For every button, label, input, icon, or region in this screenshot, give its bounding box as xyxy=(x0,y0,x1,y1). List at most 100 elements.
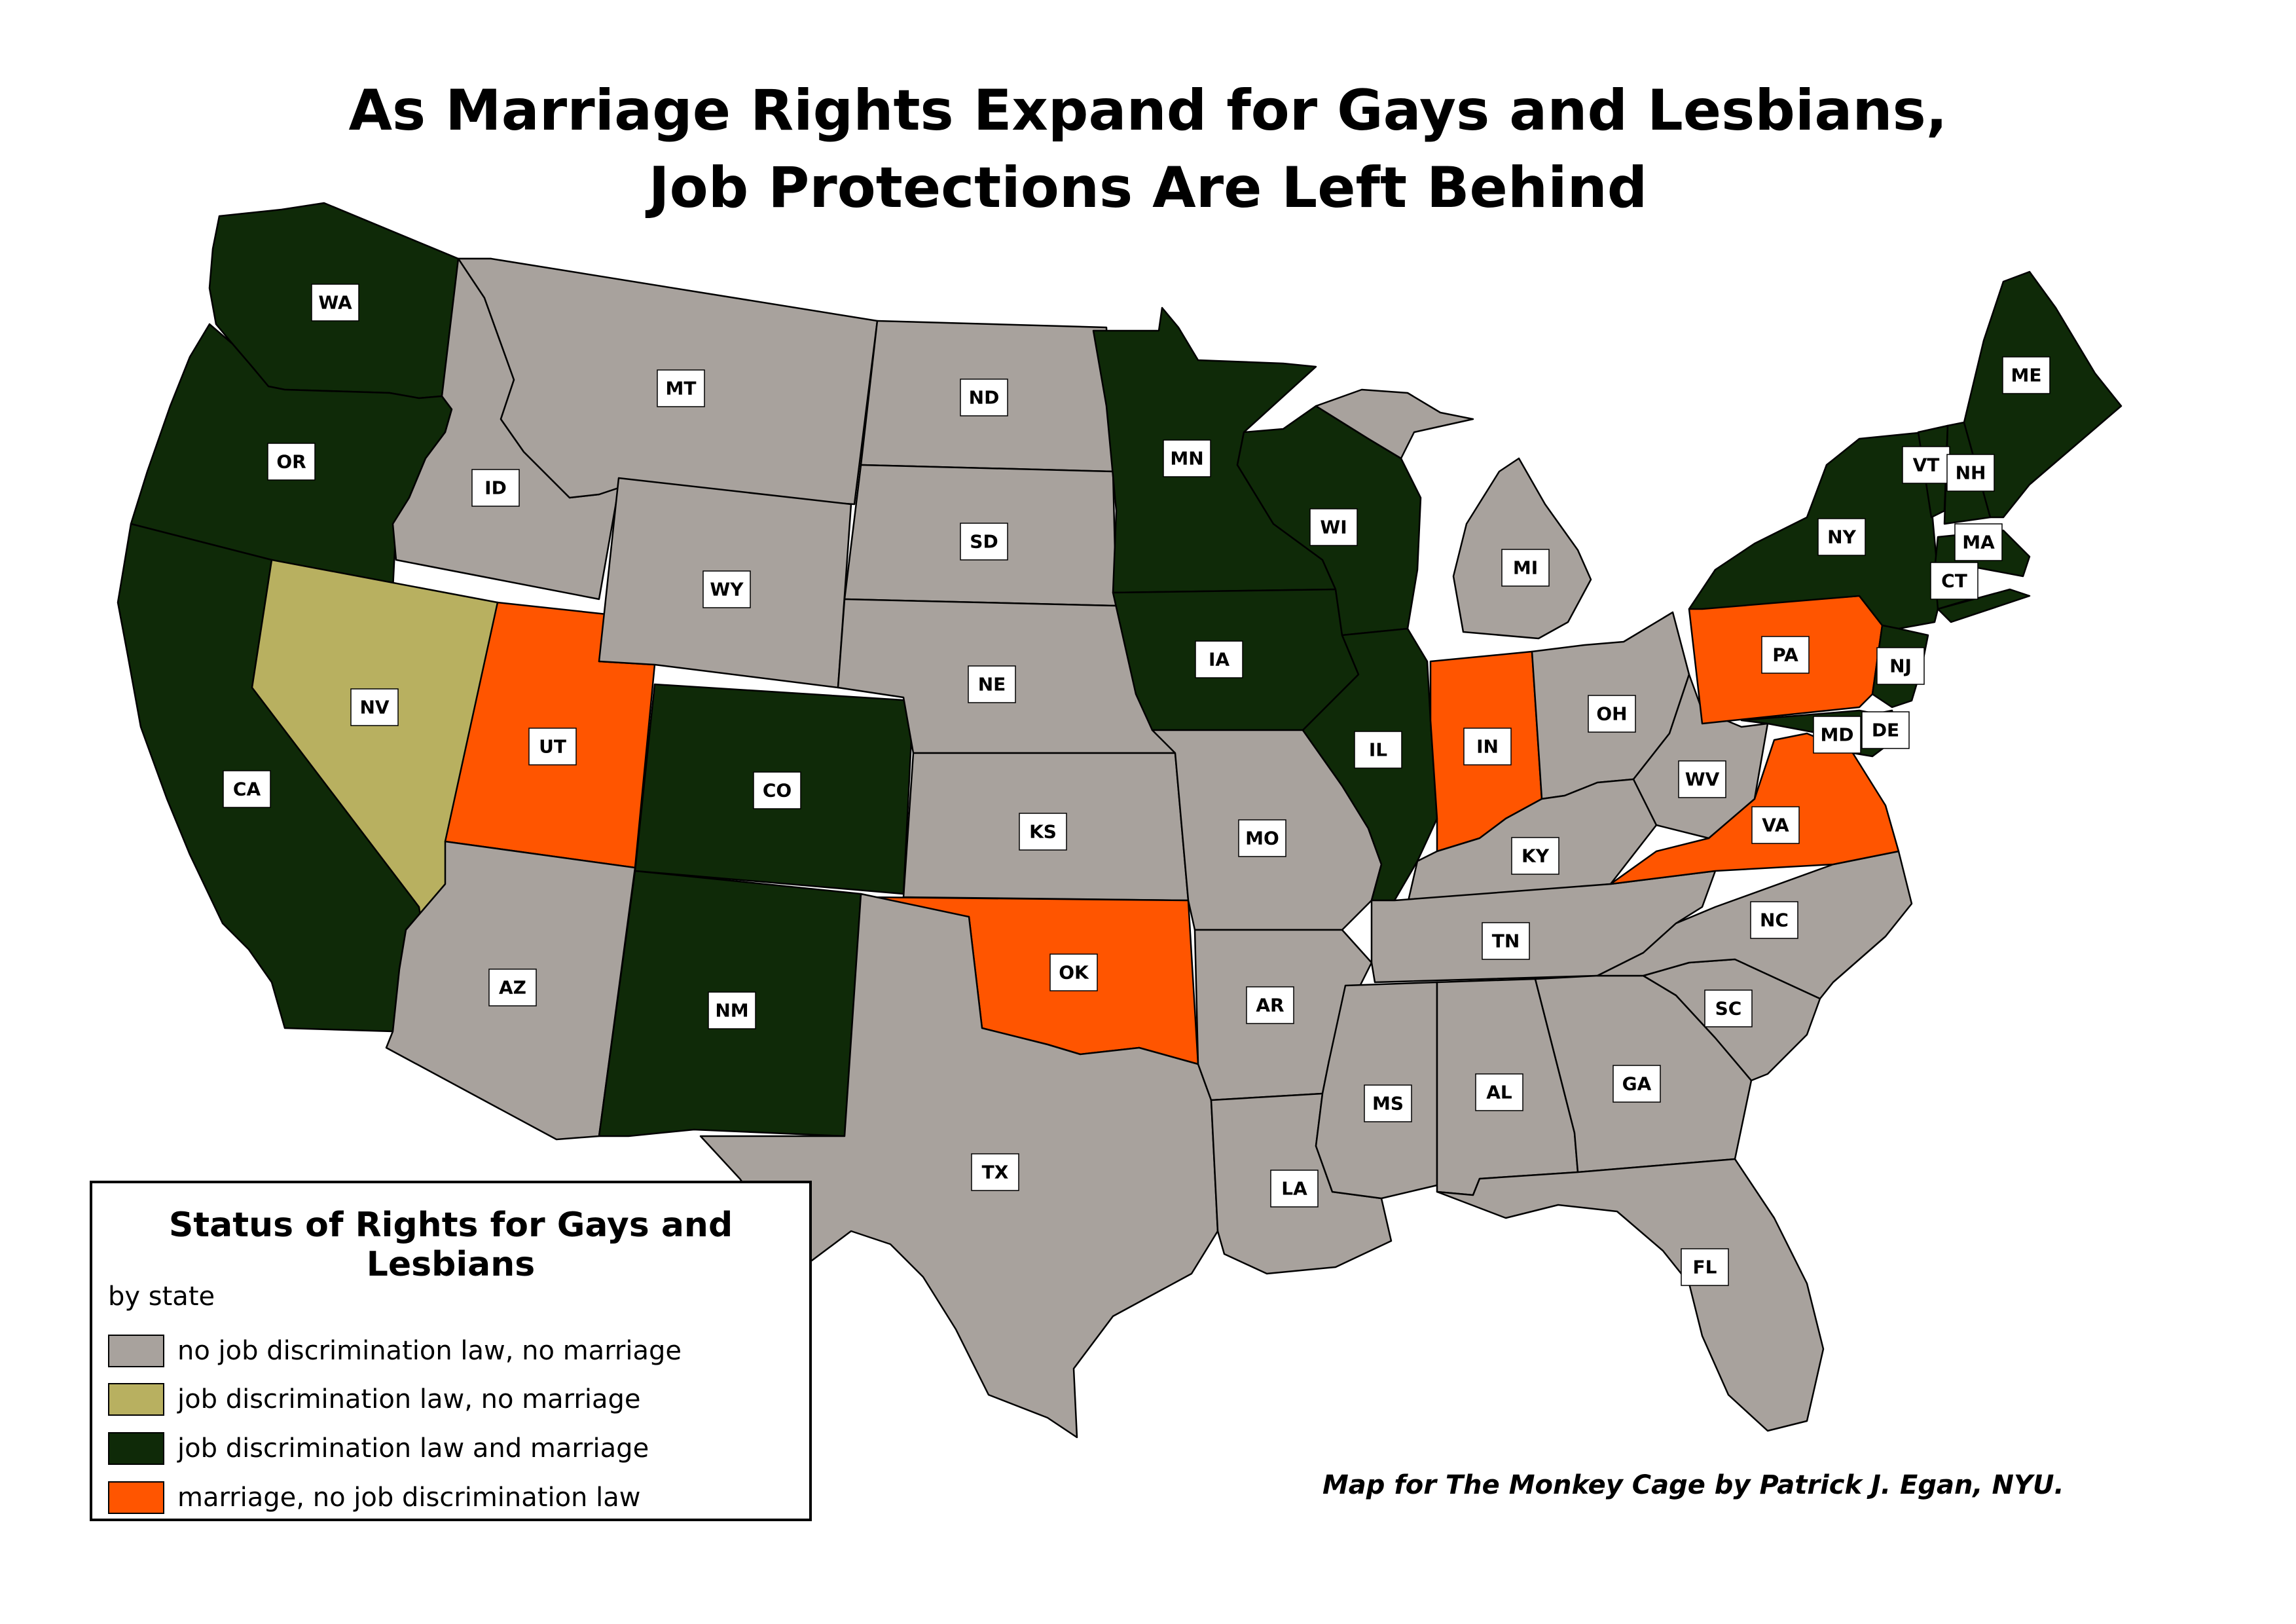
svg-text:CA: CA xyxy=(233,779,261,800)
state-label-ca: CA xyxy=(223,770,271,808)
title-line-1: As Marriage Rights Expand for Gays and L… xyxy=(348,78,1948,143)
svg-text:WI: WI xyxy=(1320,517,1347,538)
state-label-oh: OH xyxy=(1588,695,1636,733)
svg-text:WY: WY xyxy=(710,579,744,600)
svg-text:NV: NV xyxy=(359,697,389,718)
svg-text:GA: GA xyxy=(1622,1073,1652,1095)
state-label-ma: MA xyxy=(1954,523,2003,561)
state-label-mi: MI xyxy=(1501,549,1550,587)
state-label-al: AL xyxy=(1475,1073,1523,1111)
state-label-mo: MO xyxy=(1238,819,1286,857)
svg-text:MA: MA xyxy=(1962,532,1995,553)
svg-text:MI: MI xyxy=(1513,557,1538,579)
map-title: As Marriage Rights Expand for Gays and L… xyxy=(0,72,2296,227)
svg-text:FL: FL xyxy=(1693,1257,1717,1278)
state-label-nh: NH xyxy=(1946,454,1995,492)
svg-text:TX: TX xyxy=(982,1162,1009,1183)
state-label-nc: NC xyxy=(1750,901,1798,939)
state-label-va: VA xyxy=(1751,806,1800,844)
state-label-md: MD xyxy=(1813,716,1861,754)
state-label-nv: NV xyxy=(350,688,399,726)
legend-title: Status of Rights for Gays and Lesbians xyxy=(168,1206,733,1284)
svg-text:CO: CO xyxy=(763,780,792,802)
legend-item-marriage-no-law: marriage, no job discrimination law xyxy=(108,1479,640,1516)
state-label-in: IN xyxy=(1463,728,1512,766)
state-label-ny: NY xyxy=(1817,518,1866,556)
state-label-id: ID xyxy=(471,469,520,507)
state-label-mn: MN xyxy=(1163,439,1211,477)
svg-text:OR: OR xyxy=(276,451,306,473)
svg-text:WV: WV xyxy=(1685,769,1720,790)
svg-text:UT: UT xyxy=(539,736,566,758)
state-label-ut: UT xyxy=(528,728,577,766)
svg-text:LA: LA xyxy=(1281,1178,1307,1200)
state-label-pa: PA xyxy=(1761,636,1810,674)
state-label-ne: NE xyxy=(968,665,1016,703)
state-label-nj: NJ xyxy=(1876,647,1925,685)
state-label-tn: TN xyxy=(1482,922,1530,960)
state-label-mt: MT xyxy=(657,369,705,407)
state-fl xyxy=(1436,1158,1825,1432)
state-label-sd: SD xyxy=(960,523,1008,561)
svg-text:NC: NC xyxy=(1760,910,1789,931)
state-label-vt: VT xyxy=(1902,446,1950,484)
svg-text:IA: IA xyxy=(1209,649,1230,671)
svg-text:MT: MT xyxy=(666,378,697,399)
legend-item-label: no job discrimination law, no marriage xyxy=(177,1336,682,1366)
state-label-sc: SC xyxy=(1704,989,1753,1027)
svg-text:NY: NY xyxy=(1827,526,1856,548)
svg-text:WA: WA xyxy=(318,292,352,314)
state-label-fl: FL xyxy=(1681,1248,1729,1286)
state-label-tx: TX xyxy=(971,1153,1019,1191)
title-line-2: Job Protections Are Left Behind xyxy=(648,155,1648,221)
legend-item-label: marriage, no job discrimination law xyxy=(177,1483,641,1513)
svg-text:SD: SD xyxy=(970,531,998,553)
svg-text:PA: PA xyxy=(1772,644,1798,666)
svg-text:ME: ME xyxy=(2011,365,2042,386)
svg-text:NM: NM xyxy=(715,1000,748,1022)
svg-text:MD: MD xyxy=(1820,724,1853,746)
state-label-ar: AR xyxy=(1246,986,1294,1024)
svg-text:DE: DE xyxy=(1872,720,1899,741)
svg-text:IL: IL xyxy=(1369,739,1387,761)
svg-text:MN: MN xyxy=(1170,448,1203,470)
state-label-ga: GA xyxy=(1613,1065,1661,1103)
state-label-ct: CT xyxy=(1930,562,1978,600)
legend-item-law-and-marriage: job discrimination law and marriage xyxy=(108,1430,649,1467)
legend-swatch xyxy=(108,1432,164,1465)
legend-swatch xyxy=(108,1481,164,1514)
legend-item-law-no-marriage: job discrimination law, no marriage xyxy=(108,1381,640,1418)
svg-text:OK: OK xyxy=(1059,962,1089,984)
state-label-wv: WV xyxy=(1678,760,1726,798)
svg-text:ND: ND xyxy=(969,387,1000,409)
state-label-ky: KY xyxy=(1511,837,1559,875)
legend-item-label: job discrimination law, no marriage xyxy=(177,1384,641,1414)
svg-text:NJ: NJ xyxy=(1889,655,1912,677)
svg-text:KS: KS xyxy=(1029,821,1057,843)
state-label-co: CO xyxy=(753,771,801,809)
legend-subtitle: by state xyxy=(108,1282,215,1312)
state-label-az: AZ xyxy=(488,969,537,1006)
state-label-wy: WY xyxy=(702,570,751,608)
svg-text:AL: AL xyxy=(1486,1082,1512,1103)
svg-text:ID: ID xyxy=(484,477,507,499)
svg-text:VT: VT xyxy=(1913,454,1940,476)
svg-text:AR: AR xyxy=(1256,995,1284,1016)
svg-text:NH: NH xyxy=(1956,462,1986,484)
state-label-ok: OK xyxy=(1049,953,1098,991)
legend-item-no-law-no-marriage: no job discrimination law, no marriage xyxy=(108,1333,682,1369)
state-label-il: IL xyxy=(1354,731,1402,769)
state-label-me: ME xyxy=(2002,356,2050,394)
svg-text:MO: MO xyxy=(1245,828,1279,849)
svg-text:KY: KY xyxy=(1522,845,1550,867)
legend-swatch xyxy=(108,1335,164,1367)
svg-text:VA: VA xyxy=(1762,815,1789,836)
state-label-nm: NM xyxy=(708,991,756,1029)
state-me xyxy=(1963,270,2123,519)
state-label-ia: IA xyxy=(1195,640,1243,678)
map-credit: Map for The Monkey Cage by Patrick J. Eg… xyxy=(1322,1470,2064,1500)
svg-text:NE: NE xyxy=(978,674,1006,695)
state-label-wi: WI xyxy=(1309,508,1358,546)
svg-text:IN: IN xyxy=(1476,736,1499,758)
